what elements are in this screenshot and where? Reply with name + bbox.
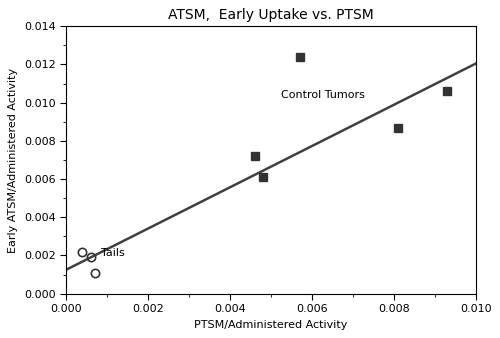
Y-axis label: Early ATSM/Administered Activity: Early ATSM/Administered Activity — [8, 67, 18, 252]
Text: Control Tumors: Control Tumors — [281, 90, 365, 100]
Text: Tails: Tails — [101, 248, 124, 259]
Title: ATSM,  Early Uptake vs. PTSM: ATSM, Early Uptake vs. PTSM — [168, 8, 374, 22]
X-axis label: PTSM/Administered Activity: PTSM/Administered Activity — [194, 320, 348, 330]
